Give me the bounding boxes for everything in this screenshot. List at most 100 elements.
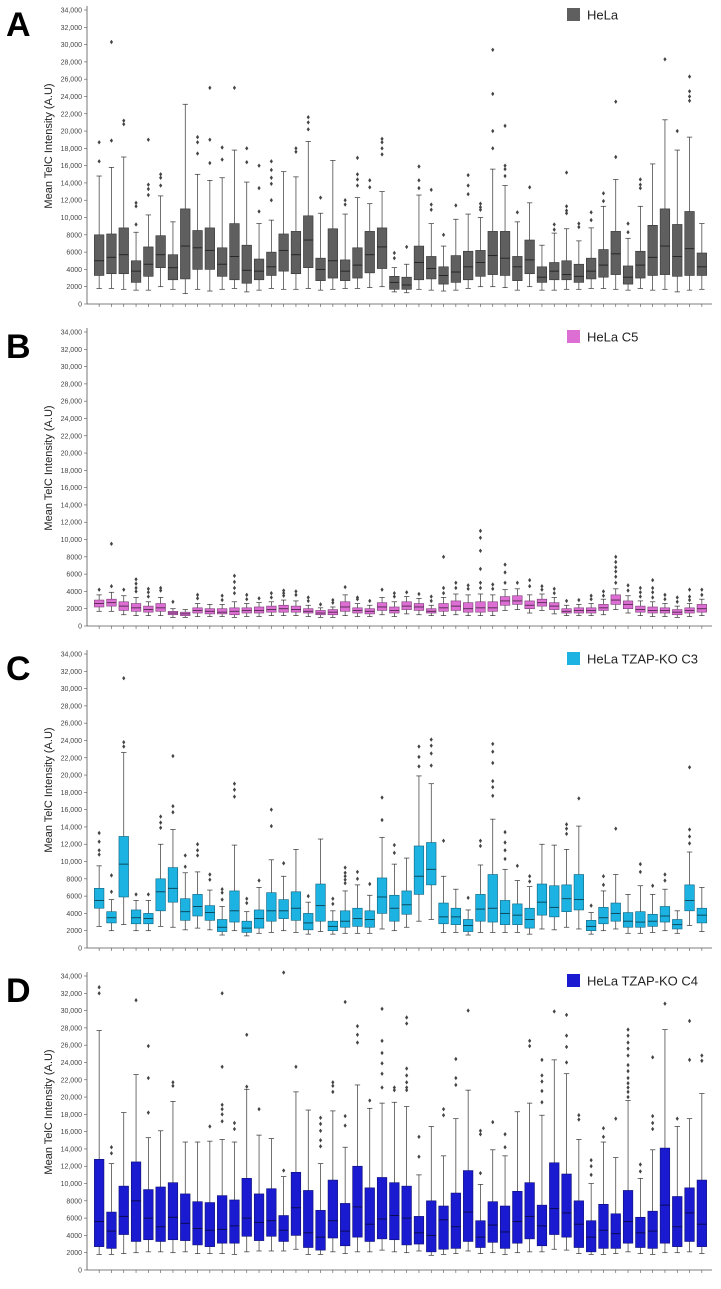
outlier-point — [503, 1132, 507, 1137]
outlier-point — [577, 597, 581, 603]
legend-label: HeLa C5 — [587, 330, 638, 345]
outlier-point — [577, 1117, 581, 1122]
outlier-point — [195, 140, 200, 145]
y-tick-label: 26,000 — [61, 399, 83, 406]
outlier-point — [171, 810, 175, 815]
outlier-point — [687, 89, 692, 94]
outlier-point — [146, 137, 150, 142]
outlier-point — [220, 887, 224, 892]
outlier-point — [318, 1138, 323, 1143]
outlier-point — [663, 596, 667, 602]
outlier-point — [306, 115, 310, 120]
outlier-point — [355, 155, 360, 161]
outlier-point — [220, 1119, 224, 1124]
box — [684, 211, 695, 276]
outlier-point — [638, 861, 642, 867]
box — [364, 1187, 375, 1242]
outlier-point — [294, 589, 298, 594]
outlier-point — [491, 91, 495, 97]
outlier-point — [638, 590, 642, 595]
box — [610, 1213, 621, 1249]
box — [561, 1173, 572, 1238]
box — [303, 215, 314, 268]
outlier-point — [146, 1075, 150, 1081]
outlier-point — [614, 554, 618, 560]
legend-label: HeLa — [587, 8, 619, 23]
panel-b: B Mean TelC Intensity (A.U) 0 2000 4000 600… — [0, 322, 721, 642]
box — [450, 255, 461, 283]
outlier-point — [626, 1075, 630, 1081]
outlier-point — [601, 874, 606, 879]
outlier-point — [392, 1087, 396, 1093]
outlier-point — [195, 134, 200, 140]
outlier-point — [528, 1043, 532, 1049]
outlier-point — [540, 1088, 544, 1094]
y-tick-label: 30,000 — [61, 42, 83, 49]
y-tick-label: 26,000 — [61, 1043, 83, 1050]
box — [241, 1178, 252, 1237]
box — [118, 227, 129, 275]
y-tick-label: 32,000 — [61, 669, 83, 676]
outlier-point — [195, 853, 200, 858]
outlier-point — [589, 593, 593, 598]
outlier-point — [626, 1062, 630, 1068]
outlier-point — [355, 869, 360, 875]
y-tick-label: 30,000 — [61, 364, 83, 371]
y-tick-label: 24,000 — [61, 1060, 83, 1067]
y-tick-label: 14,000 — [61, 1146, 83, 1153]
outlier-point — [651, 590, 655, 595]
outlier-point — [441, 232, 446, 238]
y-tick-label: 0 — [78, 1268, 82, 1275]
outlier-point — [392, 1085, 396, 1090]
outlier-point — [528, 874, 532, 879]
outlier-point — [109, 39, 114, 45]
box — [438, 1205, 449, 1250]
outlier-point — [220, 1064, 224, 1069]
box — [659, 208, 671, 275]
outlier-point — [380, 1006, 384, 1012]
outlier-point — [503, 163, 507, 168]
outlier-point — [97, 830, 101, 836]
outlier-point — [343, 870, 347, 875]
box — [622, 912, 634, 928]
outlier-point — [614, 99, 618, 104]
outlier-point — [663, 57, 667, 62]
outlier-point — [245, 159, 249, 165]
outlier-point — [491, 146, 495, 151]
box — [672, 1196, 683, 1247]
outlier-point — [245, 1032, 249, 1037]
outlier-point — [109, 1145, 114, 1150]
outlier-point — [257, 185, 261, 191]
outlier-point — [232, 787, 237, 792]
outlier-point — [589, 210, 593, 215]
outlier-point — [503, 840, 507, 845]
outlier-point — [601, 1134, 606, 1140]
outlier-point — [687, 1018, 692, 1024]
panel-a: A Mean TelC Intensity (A.U) 0 2000 4000 600… — [0, 0, 721, 320]
box — [290, 891, 302, 921]
outlier-point — [417, 1154, 421, 1159]
outlier-point — [232, 579, 237, 585]
box — [290, 231, 302, 275]
outlier-point — [97, 852, 101, 857]
outlier-point — [454, 1082, 458, 1088]
box — [180, 898, 191, 921]
outlier-point — [343, 198, 347, 203]
outlier-point — [146, 186, 150, 192]
outlier-point — [343, 874, 347, 879]
box — [561, 260, 572, 281]
outlier-point — [282, 970, 286, 975]
outlier-point — [355, 1023, 360, 1029]
outlier-point — [687, 94, 692, 99]
outlier-point — [626, 1081, 630, 1086]
outlier-point — [503, 173, 507, 179]
outlier-point — [651, 883, 655, 888]
box — [573, 874, 584, 911]
outlier-point — [491, 1119, 495, 1125]
outlier-point — [405, 1066, 409, 1071]
box — [659, 906, 671, 923]
outlier-point — [528, 584, 532, 589]
panel-d: D Mean TelC Intensity (A.U) 0 2000 4000 600… — [0, 966, 721, 1286]
outlier-point — [417, 744, 421, 749]
box — [598, 907, 609, 925]
